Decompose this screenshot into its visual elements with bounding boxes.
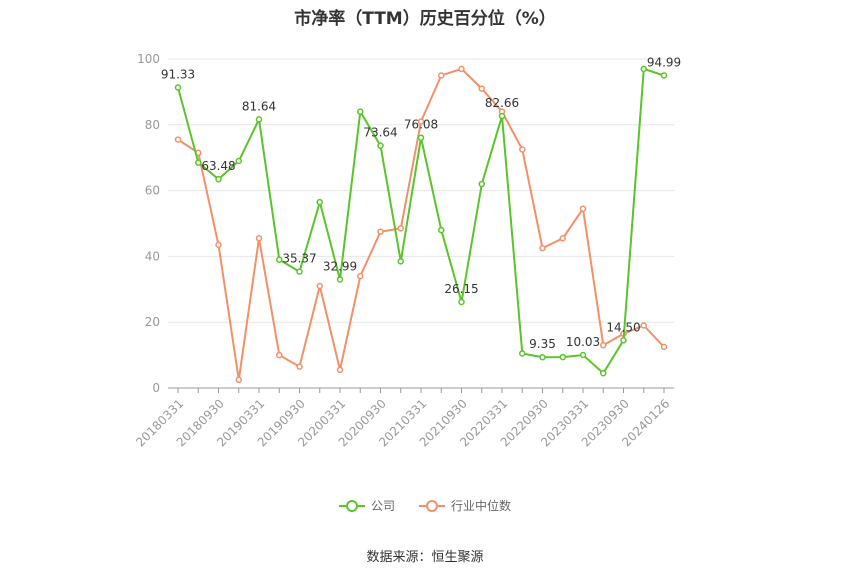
data-point[interactable] [539, 244, 546, 252]
data-point[interactable] [397, 258, 404, 265]
data-source: 数据来源：恒生聚源 [366, 550, 484, 565]
series-line-0 [177, 67, 665, 375]
data-point[interactable] [377, 142, 384, 149]
y-tick-label: 0 [152, 381, 160, 395]
data-label: 10.03 [566, 335, 600, 349]
data-label: 63.48 [201, 159, 235, 173]
data-point[interactable] [276, 256, 283, 263]
data-point[interactable] [478, 180, 485, 188]
data-point[interactable] [559, 235, 566, 242]
data-point[interactable] [215, 175, 222, 183]
data-point[interactable] [498, 112, 506, 120]
data-point[interactable] [438, 226, 445, 234]
legend: 公司 行业中位数 [0, 497, 850, 514]
data-point[interactable] [316, 282, 323, 290]
data-label: 91.33 [161, 68, 195, 82]
data-point[interactable] [357, 272, 364, 280]
data-point[interactable] [458, 298, 465, 306]
data-point[interactable] [600, 341, 607, 349]
data-point[interactable] [296, 363, 303, 370]
data-label: 94.99 [647, 55, 681, 69]
data-label: 14.50 [606, 320, 640, 334]
data-point[interactable] [438, 72, 445, 79]
data-label: 81.64 [242, 99, 276, 113]
data-point[interactable] [296, 268, 303, 275]
series-line-1 [177, 67, 665, 380]
data-label: 82.66 [485, 96, 519, 110]
data-point[interactable] [519, 146, 526, 153]
data-point[interactable] [539, 353, 546, 361]
data-point[interactable] [235, 376, 242, 384]
data-point[interactable] [559, 353, 566, 361]
legend-label-industry-median: 行业中位数 [451, 499, 512, 513]
data-point[interactable] [195, 159, 202, 166]
data-point[interactable] [336, 366, 344, 374]
chart-title: 市净率（TTM）历史百分位（%） [294, 9, 556, 29]
y-tick-label: 100 [137, 52, 160, 66]
data-point[interactable] [174, 136, 182, 143]
data-point[interactable] [458, 65, 465, 73]
data-point[interactable] [579, 205, 587, 212]
data-label: 76.08 [404, 118, 438, 132]
data-label: 32.99 [323, 259, 357, 273]
data-point[interactable] [519, 350, 526, 357]
data-point[interactable] [640, 65, 647, 73]
data-point[interactable] [620, 337, 627, 344]
y-tick-label: 80 [145, 118, 160, 132]
data-point[interactable] [357, 108, 364, 115]
data-point[interactable] [174, 84, 182, 91]
data-point[interactable] [377, 228, 384, 235]
data-label: 73.64 [363, 126, 397, 140]
data-point[interactable] [660, 343, 668, 351]
data-label: 35.37 [282, 252, 316, 266]
y-tick-label: 40 [145, 249, 160, 263]
data-point[interactable] [660, 72, 668, 79]
data-point[interactable] [478, 85, 485, 92]
data-point[interactable] [215, 241, 222, 249]
legend-line-marker-icon [338, 499, 365, 512]
data-point[interactable] [235, 157, 242, 165]
data-point[interactable] [255, 116, 263, 123]
data-point[interactable] [276, 351, 283, 359]
y-tick-label: 20 [145, 315, 160, 329]
data-point[interactable] [316, 198, 323, 206]
data-point[interactable] [336, 276, 344, 283]
data-label: 26.15 [444, 282, 478, 296]
data-point[interactable] [640, 322, 647, 329]
data-label: 9.35 [529, 337, 556, 351]
data-point[interactable] [600, 369, 607, 377]
data-point[interactable] [255, 235, 263, 242]
axes: 0204060801002018033120180930201903312019… [133, 52, 674, 450]
y-tick-label: 60 [145, 184, 160, 198]
data-point[interactable] [397, 225, 404, 232]
data-point[interactable] [417, 134, 425, 141]
legend-line-marker-icon [419, 499, 445, 512]
series-layer [174, 65, 668, 384]
data-labels: 91.33 63.48 81.64 35.37 32.99 73.64 76.08 26.15… [161, 55, 681, 351]
data-point[interactable] [417, 118, 425, 125]
legend-label-company: 公司 [370, 499, 395, 513]
legend-item-company[interactable]: 公司 [338, 497, 395, 514]
data-point[interactable] [579, 351, 587, 359]
legend-item-industry-median[interactable]: 行业中位数 [419, 497, 511, 514]
